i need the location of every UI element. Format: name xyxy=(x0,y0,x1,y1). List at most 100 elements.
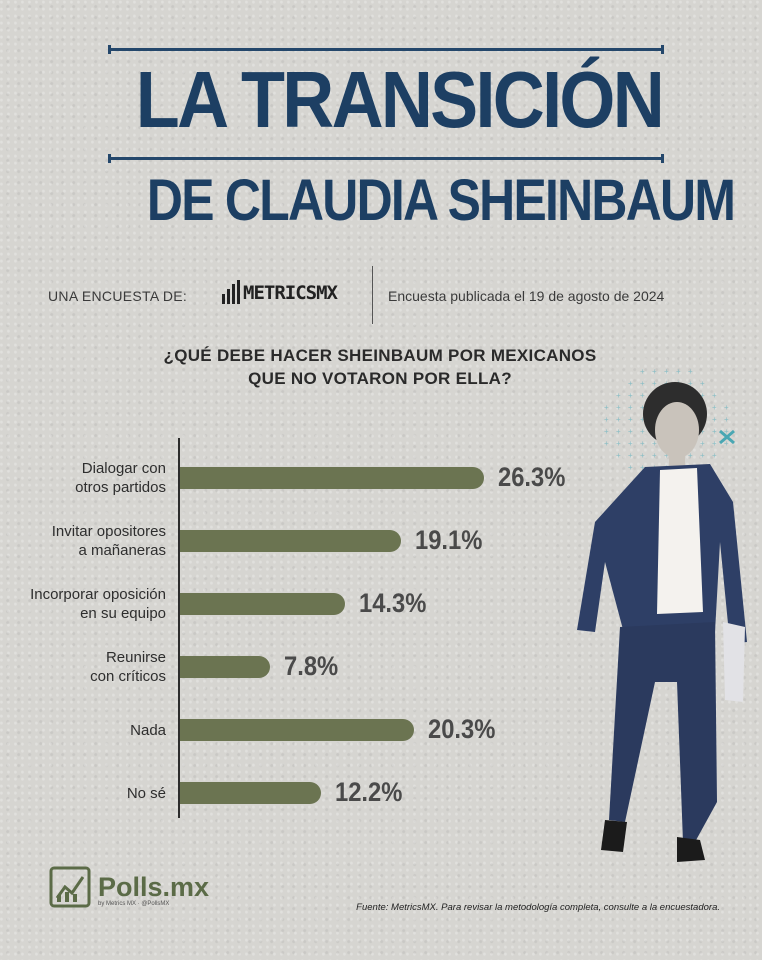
svg-text:+: + xyxy=(700,379,705,388)
svg-text:+: + xyxy=(640,391,645,400)
title-line-1: LA TRANSICIÓN xyxy=(135,55,665,144)
byline: UNA ENCUESTA DE: xyxy=(48,288,188,304)
svg-text:+: + xyxy=(724,415,729,424)
svg-text:+: + xyxy=(688,451,693,460)
value-label: 14.3% xyxy=(359,588,427,618)
svg-text:+: + xyxy=(652,439,657,448)
svg-text:+: + xyxy=(676,367,681,376)
svg-text:+: + xyxy=(712,451,717,460)
svg-text:+: + xyxy=(640,379,645,388)
svg-text:+: + xyxy=(688,367,693,376)
bar xyxy=(180,467,484,489)
claudia-sheinbaum-photo xyxy=(577,382,747,862)
svg-text:+: + xyxy=(640,451,645,460)
svg-text:+: + xyxy=(712,403,717,412)
question-line-2: QUE NO VOTARON POR ELLA? xyxy=(248,369,512,388)
pollsmx-subtitle: by Metrics MX · @PollsMX xyxy=(98,901,170,907)
category-label: Invitar opositores a mañaneras xyxy=(6,522,166,560)
value-label: 7.8% xyxy=(284,651,339,681)
publication-date: Encuesta publicada el 19 de agosto de 20… xyxy=(388,288,665,304)
category-label-line: No sé xyxy=(126,784,166,802)
svg-text:+: + xyxy=(604,403,609,412)
svg-text:+: + xyxy=(652,451,657,460)
svg-text:+: + xyxy=(640,403,645,412)
question-line-1: ¿QUÉ DEBE HACER SHEINBAUM POR MEXICANOS xyxy=(163,346,597,365)
svg-text:+: + xyxy=(640,427,645,436)
title-top-rule xyxy=(108,45,664,54)
svg-text:+: + xyxy=(628,439,633,448)
category-label-line: Nada xyxy=(130,721,166,739)
svg-text:+: + xyxy=(652,367,657,376)
header-divider xyxy=(372,266,373,324)
svg-text:+: + xyxy=(604,415,609,424)
svg-text:+: + xyxy=(616,415,621,424)
svg-text:+: + xyxy=(616,439,621,448)
svg-text:+: + xyxy=(712,391,717,400)
svg-text:+: + xyxy=(700,439,705,448)
title-line-2: DE CLAUDIA SHEINBAUM xyxy=(146,168,736,233)
svg-text:+: + xyxy=(712,427,717,436)
category-label-line: Invitar opositores xyxy=(51,523,166,540)
category-label: Incorporar oposición en su equipo xyxy=(6,585,166,623)
svg-text:+: + xyxy=(616,427,621,436)
svg-text:+: + xyxy=(712,415,717,424)
svg-text:+: + xyxy=(700,427,705,436)
svg-text:+: + xyxy=(640,367,645,376)
svg-text:+: + xyxy=(640,415,645,424)
bar xyxy=(180,719,415,741)
svg-text:+: + xyxy=(628,451,633,460)
svg-text:+: + xyxy=(628,391,633,400)
svg-text:+: + xyxy=(604,427,609,436)
bar xyxy=(180,530,401,552)
category-label: No sé xyxy=(6,784,166,803)
svg-text:+: + xyxy=(616,403,621,412)
svg-text:+: + xyxy=(640,463,645,472)
svg-text:+: + xyxy=(712,439,717,448)
svg-text:+: + xyxy=(664,367,669,376)
category-label-line: Incorporar oposición xyxy=(30,586,166,603)
logo-bars-icon xyxy=(222,280,240,304)
pollsmx-logo: Polls.mx xyxy=(48,865,209,909)
category-label-line: Dialogar con xyxy=(81,460,166,477)
pollsmx-chart-icon xyxy=(49,866,91,908)
svg-text:+: + xyxy=(724,427,729,436)
source-note: Fuente: MetricsMX. Para revisar la metod… xyxy=(356,902,720,913)
svg-text:+: + xyxy=(628,403,633,412)
category-label: Nada xyxy=(6,721,166,740)
bar xyxy=(180,593,346,615)
svg-text:+: + xyxy=(628,379,633,388)
svg-text:+: + xyxy=(628,427,633,436)
category-label-line: Reunirse xyxy=(105,649,166,666)
bar xyxy=(180,782,321,804)
category-label: Dialogar con otros partidos xyxy=(6,459,166,497)
category-label-line: a mañaneras xyxy=(78,542,166,559)
value-label: 20.3% xyxy=(428,714,496,744)
svg-text:+: + xyxy=(616,451,621,460)
svg-text:+: + xyxy=(688,379,693,388)
metricsmx-logo: METRICSMX xyxy=(222,280,338,304)
logo-text: METRICSMX xyxy=(243,282,338,304)
svg-text:+: + xyxy=(664,451,669,460)
category-label: Reunirse con críticos xyxy=(6,648,166,686)
svg-text:+: + xyxy=(700,391,705,400)
svg-text:+: + xyxy=(640,439,645,448)
value-label: 12.2% xyxy=(334,777,403,807)
title-bottom-rule xyxy=(108,154,664,163)
svg-text:+: + xyxy=(628,415,633,424)
svg-text:+: + xyxy=(604,439,609,448)
svg-text:+: + xyxy=(724,403,729,412)
value-label: 19.1% xyxy=(414,525,482,555)
chart-axis xyxy=(178,438,180,818)
category-label-line: en su equipo xyxy=(80,605,166,622)
svg-text:+: + xyxy=(724,439,729,448)
category-label-line: con críticos xyxy=(90,668,166,685)
svg-text:+: + xyxy=(628,463,633,472)
category-label-line: otros partidos xyxy=(75,479,166,496)
svg-text:+: + xyxy=(652,379,657,388)
svg-text:+: + xyxy=(700,451,705,460)
svg-text:+: + xyxy=(616,391,621,400)
value-label: 26.3% xyxy=(497,462,566,492)
bar xyxy=(180,656,271,678)
pollsmx-brand: Polls.mx xyxy=(98,871,210,902)
chart-question: ¿QUÉ DEBE HACER SHEINBAUM POR MEXICANOS … xyxy=(100,344,660,390)
